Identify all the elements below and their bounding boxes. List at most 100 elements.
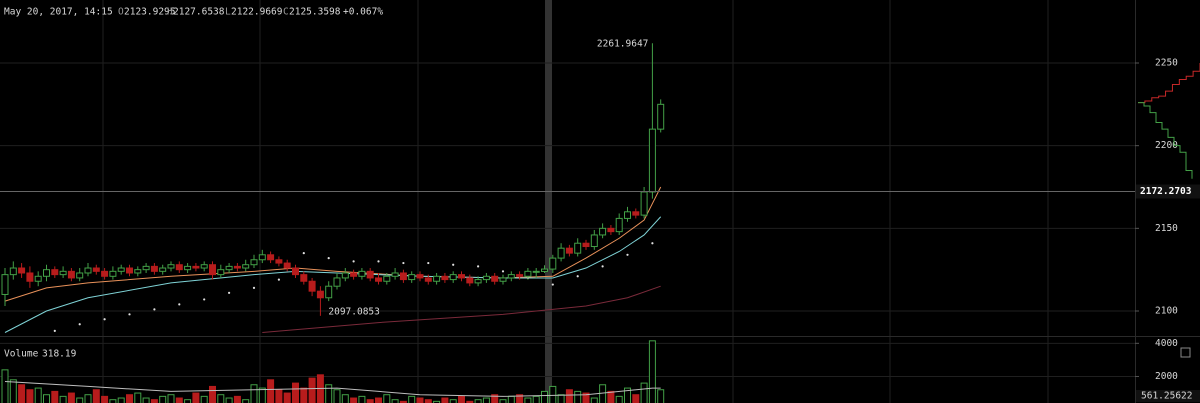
volume-marker-label: 561.25622	[1141, 391, 1192, 402]
candle-body	[159, 267, 167, 272]
volume-bar	[482, 397, 490, 403]
volume-bar	[441, 397, 449, 403]
candle-body	[333, 277, 341, 287]
volume-bar	[126, 394, 133, 403]
candle-body	[167, 264, 175, 269]
header: May 20, 2017, 14:15 O 2123.9295 H 2127.6…	[4, 7, 383, 18]
candle-body	[117, 267, 125, 272]
indicator-dot	[427, 261, 430, 265]
indicator-dot	[153, 308, 156, 311]
candle-body	[590, 234, 598, 248]
volume-bar	[640, 382, 648, 403]
volume-bar	[516, 394, 524, 403]
candle-body	[524, 270, 532, 277]
volume-bar	[275, 389, 283, 403]
candle-body	[607, 227, 615, 233]
candle-body	[599, 227, 607, 236]
volume-bar	[9, 379, 17, 403]
volume-bar	[101, 395, 109, 403]
volume-bar	[366, 399, 374, 403]
volume-bar	[624, 387, 631, 403]
indicator-dot	[78, 323, 81, 326]
y-tick-label: 2000	[1155, 371, 1178, 382]
volume-bar	[283, 392, 291, 403]
indicator-dot	[651, 242, 654, 245]
volume-bar	[59, 395, 67, 403]
volume-bar	[391, 399, 399, 403]
volume-bar	[499, 399, 507, 403]
candle-body	[92, 267, 100, 272]
y-tick-label: 2250	[1155, 57, 1178, 68]
volume-bar	[217, 394, 225, 403]
candle-body	[350, 272, 358, 277]
volume-bar	[599, 384, 607, 403]
volume-bar	[565, 389, 573, 403]
candle-body	[126, 267, 133, 274]
candle-body	[134, 269, 142, 274]
candle-body	[341, 272, 349, 279]
low-annotation: 2097.0853	[328, 306, 379, 317]
candle-body	[565, 247, 573, 254]
candle-body	[657, 103, 665, 130]
indicator-dot	[477, 265, 480, 268]
candle-body	[507, 274, 515, 279]
volume-bar	[491, 394, 499, 403]
header-value: 2122.9669	[231, 7, 283, 18]
collapse-button[interactable]	[1180, 347, 1191, 358]
volume-bar	[26, 389, 34, 403]
volume-bar	[18, 384, 26, 403]
volume-bar	[449, 399, 457, 403]
y-tick-label: 2100	[1155, 306, 1178, 317]
volume-bar	[142, 397, 150, 403]
candle-body	[283, 262, 291, 269]
candle-body	[292, 267, 299, 276]
volume-bar	[532, 395, 540, 403]
indicator-dot	[626, 253, 629, 256]
volume-bar	[474, 399, 482, 403]
candle-body	[549, 257, 557, 270]
volume-bar	[507, 395, 515, 403]
candle-body	[482, 275, 490, 281]
header-value: 2127.6538	[173, 7, 225, 18]
volume-marker-box	[1136, 390, 1200, 402]
volume-bar	[150, 399, 158, 403]
volume-bar	[134, 392, 142, 403]
indicator-line	[262, 285, 661, 334]
volume-bar	[648, 340, 656, 403]
candle-body	[209, 264, 216, 276]
header-date: May 20, 2017, 14:15	[4, 7, 113, 18]
volume-bar	[292, 382, 299, 403]
volume-bar	[615, 395, 623, 403]
header-label: C	[283, 7, 289, 18]
candle-body	[383, 275, 391, 282]
candle-body	[76, 272, 84, 279]
volume-bar	[117, 397, 125, 403]
high-annotation: 2261.9647	[597, 39, 648, 50]
header-label: O	[118, 7, 124, 18]
volume-bar	[458, 395, 465, 403]
volume-bar	[574, 390, 582, 403]
header-change: +0.067%	[343, 7, 383, 18]
indicator-dot	[576, 275, 579, 278]
candle-body	[632, 211, 640, 216]
volume-bar	[233, 395, 241, 403]
candle-body	[574, 242, 582, 254]
volume-bar	[325, 384, 333, 403]
candle-body	[300, 274, 308, 282]
candle-body	[648, 128, 656, 193]
volume-bar	[607, 390, 615, 403]
indicator-dot	[178, 303, 181, 306]
candle-body	[424, 277, 432, 282]
volume-bar	[375, 397, 382, 403]
crosshair	[545, 0, 552, 403]
volume-bar	[1, 369, 9, 403]
candle-body	[325, 285, 333, 299]
candle-body	[449, 274, 457, 281]
candle-body	[466, 277, 474, 284]
indicator-dot	[128, 313, 131, 316]
volume-bar	[267, 379, 275, 403]
indicator-dot	[53, 329, 56, 332]
candle-body	[624, 211, 631, 219]
indicator-dot	[252, 286, 256, 289]
